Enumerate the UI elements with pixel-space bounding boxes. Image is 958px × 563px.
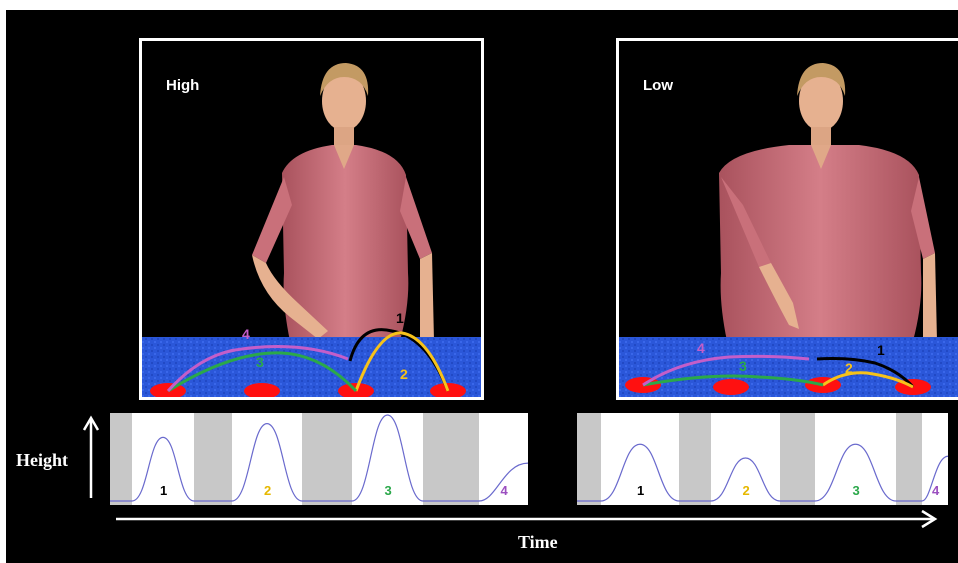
avatar-low xyxy=(719,63,937,341)
target-low-2 xyxy=(713,379,749,395)
profile-movement-label: 4 xyxy=(501,483,509,498)
low-trajectory-3 xyxy=(642,374,824,387)
time-axis-arrowhead xyxy=(921,509,938,529)
low-pause-band xyxy=(679,413,711,505)
avatar-high xyxy=(252,63,434,341)
height-profile-curve xyxy=(110,414,528,502)
low-trajectory-3-label: 3 xyxy=(739,358,747,374)
high-scene-svg xyxy=(142,63,481,397)
high-trajectory-2-label: 2 xyxy=(400,366,408,382)
high-trajectory-4-label: 4 xyxy=(242,326,250,342)
high-height-profile: 1 2 3 4 xyxy=(110,413,528,505)
profile-movement-label: 2 xyxy=(264,483,271,498)
high-pause-band xyxy=(110,413,132,505)
low-trajectory-2 xyxy=(822,371,914,389)
high-trajectory-3 xyxy=(167,351,358,393)
high-trajectory-3-label: 3 xyxy=(256,354,264,370)
high-trajectories: 1 2 3 4 xyxy=(166,310,450,393)
height-profile-curve xyxy=(577,443,948,502)
low-condition-panel: 1 2 3 4 Low xyxy=(616,38,958,400)
low-pause-band xyxy=(780,413,815,505)
low-profile-background xyxy=(577,413,948,505)
high-condition-panel: 1 2 3 4 High xyxy=(139,38,484,400)
low-pause-band xyxy=(896,413,922,505)
low-pause-band xyxy=(577,413,601,505)
low-profile-svg: 1 2 3 4 xyxy=(577,413,948,505)
low-condition-label: Low xyxy=(643,77,673,94)
profile-movement-label: 1 xyxy=(637,483,644,498)
low-trajectory-1-label: 1 xyxy=(877,342,885,358)
low-trajectory-4 xyxy=(642,354,810,387)
profile-movement-label: 3 xyxy=(385,483,392,498)
low-height-profile: 1 2 3 4 xyxy=(577,413,948,505)
figure-stage: 1 2 3 4 High xyxy=(6,10,958,563)
high-condition-label: High xyxy=(166,77,200,94)
low-trajectory-4-label: 4 xyxy=(697,340,705,356)
high-pause-band xyxy=(302,413,352,505)
high-profile-svg: 1 2 3 4 xyxy=(110,413,528,505)
low-trajectories: 1 2 3 4 xyxy=(642,340,915,389)
axes-arrows xyxy=(82,415,938,529)
profile-movement-label: 1 xyxy=(160,483,167,498)
profile-movement-label: 2 xyxy=(743,483,750,498)
height-axis-arrowhead xyxy=(82,415,100,431)
target-high-2 xyxy=(244,383,280,397)
height-axis-label: Height xyxy=(16,450,68,470)
profile-movement-label: 3 xyxy=(853,483,860,498)
time-axis-label: Time xyxy=(518,532,558,552)
profile-movement-label: 4 xyxy=(932,483,940,498)
high-trajectory-4 xyxy=(166,345,349,393)
low-trajectory-2-label: 2 xyxy=(845,360,853,376)
high-trajectory-2 xyxy=(354,331,450,392)
high-pause-band xyxy=(194,413,232,505)
low-scene-svg xyxy=(619,63,958,397)
high-pause-band xyxy=(423,413,479,505)
low-trajectory-1 xyxy=(816,357,915,388)
high-trajectory-1-label: 1 xyxy=(396,310,404,326)
